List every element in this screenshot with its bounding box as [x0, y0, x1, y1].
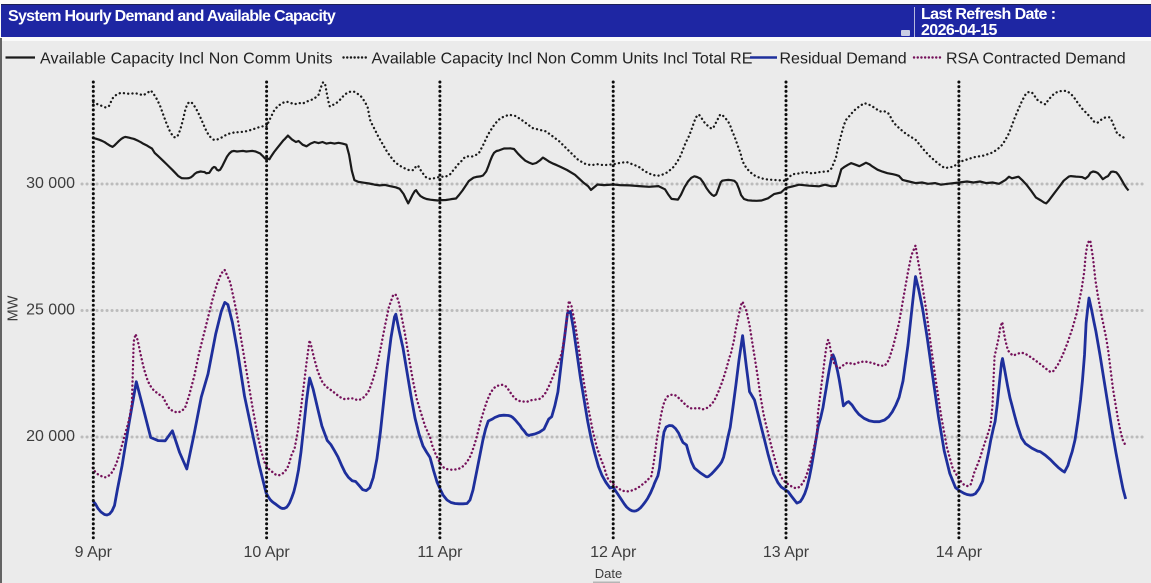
svg-text:13 Apr: 13 Apr	[763, 544, 810, 561]
svg-text:Available Capacity Incl Non Co: Available Capacity Incl Non Comm Units	[40, 51, 333, 68]
svg-text:14 Apr: 14 Apr	[936, 544, 983, 561]
svg-text:30 000: 30 000	[26, 175, 75, 192]
svg-text:Date: Date	[595, 566, 622, 581]
svg-text:25 000: 25 000	[26, 302, 75, 319]
svg-text:RSA Contracted Demand: RSA Contracted Demand	[946, 51, 1126, 68]
svg-text:10 Apr: 10 Apr	[243, 544, 290, 561]
svg-text:12 Apr: 12 Apr	[590, 544, 637, 561]
svg-text:20 000: 20 000	[26, 428, 75, 445]
svg-text:9 Apr: 9 Apr	[75, 544, 113, 561]
svg-text:Residual Demand: Residual Demand	[780, 51, 907, 68]
svg-text:Available Capacity Incl Non Co: Available Capacity Incl Non Comm Units I…	[372, 51, 753, 68]
svg-text:MW: MW	[6, 295, 22, 321]
svg-text:11 Apr: 11 Apr	[417, 544, 463, 561]
